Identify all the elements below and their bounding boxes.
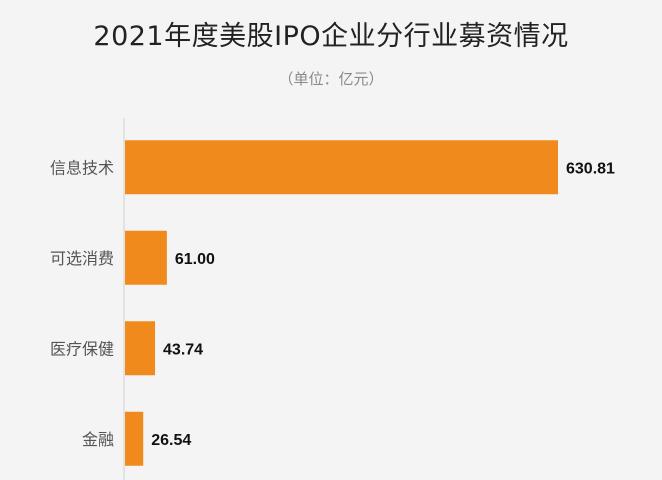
category-label-2: 医疗保健 bbox=[50, 339, 114, 358]
value-label-3: 26.54 bbox=[151, 432, 191, 449]
bar-0 bbox=[125, 140, 558, 195]
chart-subtitle: （单位：亿元） bbox=[278, 70, 384, 88]
category-label-1: 可选消费 bbox=[50, 249, 114, 268]
value-label-0: 630.81 bbox=[566, 160, 615, 177]
chart-title: 2021年度美股IPO企业分行业募资情况 bbox=[93, 21, 569, 52]
value-label-2: 43.74 bbox=[163, 341, 203, 358]
bar-2 bbox=[125, 321, 156, 376]
bar-3 bbox=[125, 411, 144, 466]
value-label-1: 61.00 bbox=[175, 251, 215, 268]
category-label-0: 信息技术 bbox=[50, 158, 114, 177]
bar-1 bbox=[125, 230, 167, 285]
category-label-3: 金融 bbox=[82, 430, 114, 449]
